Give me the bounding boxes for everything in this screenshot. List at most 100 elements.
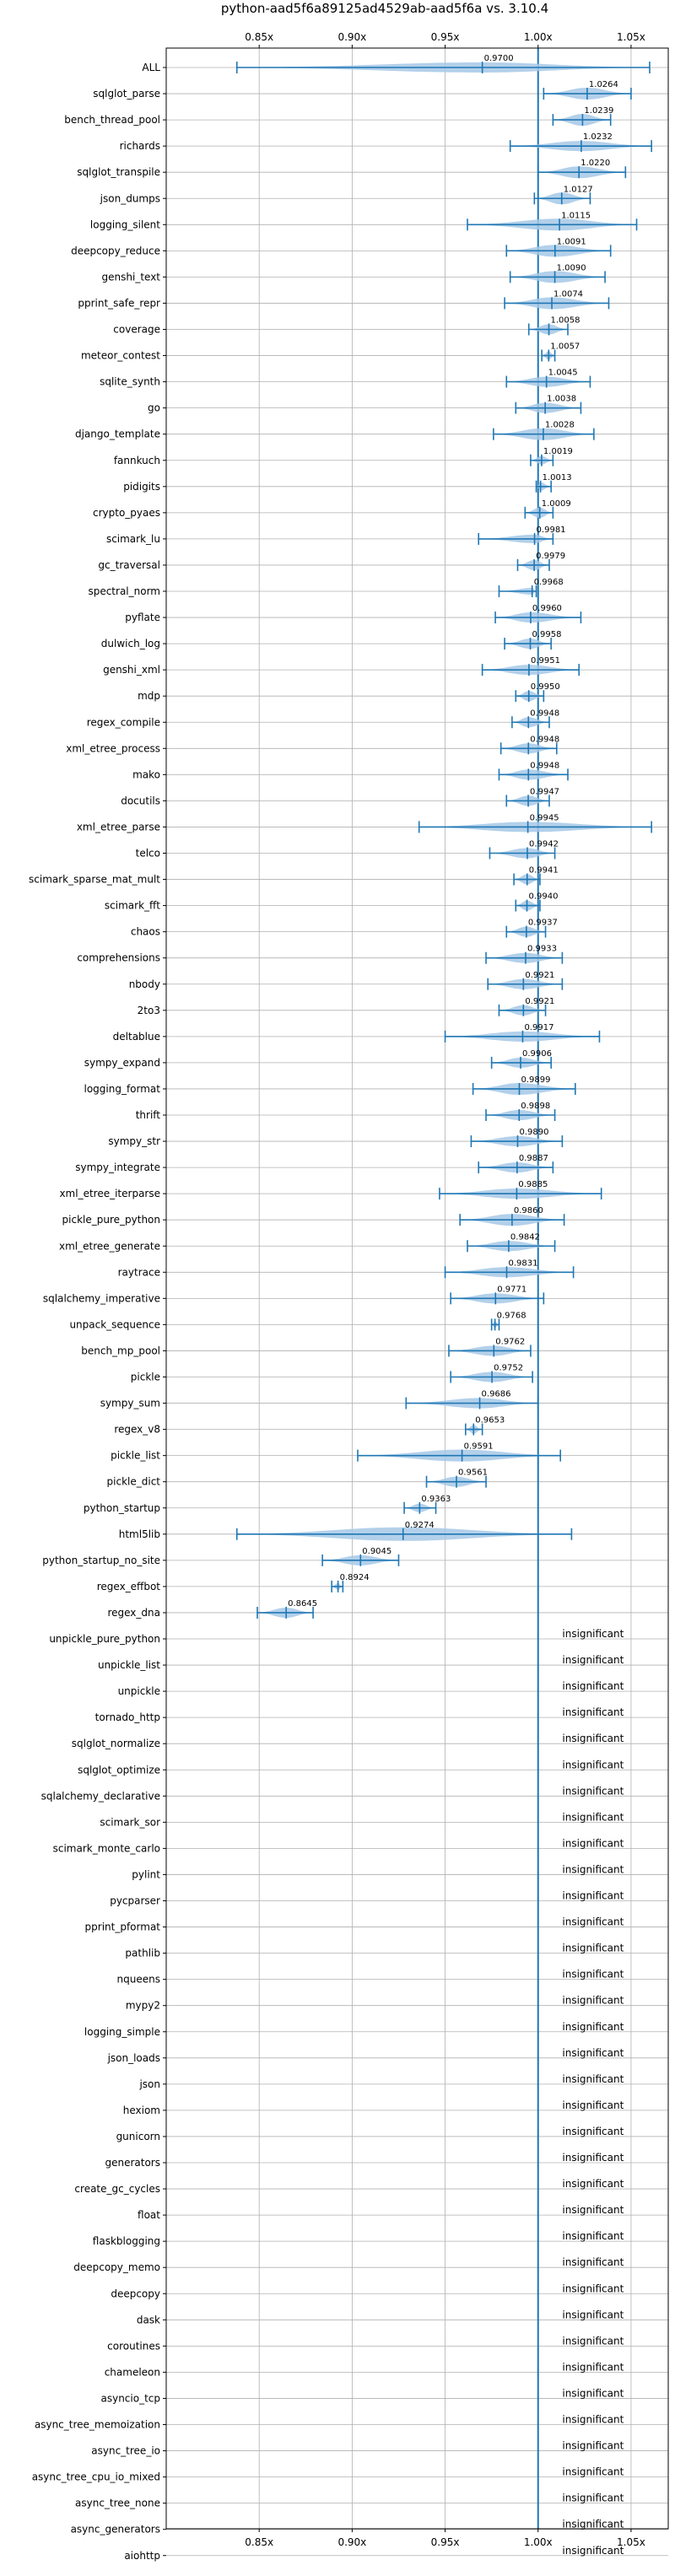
- benchmark-label: deltablue: [113, 1031, 160, 1043]
- insignificant-label: insignificant: [562, 1995, 624, 2007]
- median-value-label: 0.9591: [464, 1442, 494, 1452]
- insignificant-label: insignificant: [562, 2282, 624, 2294]
- benchmark-label: async_tree_none: [75, 2498, 160, 2509]
- benchmark-label: regex_compile: [87, 716, 160, 728]
- x-tick-label-top: 0.90x: [338, 31, 366, 43]
- benchmark-label: pyflate: [125, 612, 160, 623]
- benchmark-label: bench_mp_pool: [81, 1345, 160, 1356]
- insignificant-label: insignificant: [562, 2178, 624, 2190]
- benchmark-label: gunicorn: [116, 2131, 160, 2142]
- insignificant-label: insignificant: [562, 1733, 624, 1744]
- benchmark-label: async_tree_cpu_io_mixed: [32, 2471, 160, 2483]
- benchmark-label: chameleon: [105, 2366, 160, 2378]
- benchmark-label: sqlglot_normalize: [72, 1738, 160, 1749]
- benchmark-label: comprehensions: [77, 952, 160, 964]
- benchmark-label: mypy2: [126, 2000, 160, 2012]
- benchmark-label: unpickle_list: [98, 1659, 160, 1671]
- benchmark-label: spectral_norm: [88, 585, 160, 597]
- insignificant-label: insignificant: [562, 1654, 624, 1666]
- benchmark-label: scimark_lu: [106, 533, 160, 545]
- benchmark-label: chaos: [131, 926, 160, 938]
- benchmark-label: raytrace: [118, 1266, 160, 1278]
- median-value-label: 0.9979: [536, 552, 565, 561]
- benchmark-label: telco: [136, 848, 160, 860]
- benchmark-label: ALL: [142, 62, 160, 73]
- benchmark-label: python_startup_no_site: [42, 1555, 160, 1566]
- benchmark-label: pylint: [132, 1868, 160, 1880]
- x-tick-label-top: 1.00x: [524, 31, 553, 43]
- median-value-label: 1.0058: [551, 316, 580, 326]
- benchmark-label: generators: [105, 2157, 160, 2169]
- benchmark-label: sqlalchemy_imperative: [43, 1292, 160, 1304]
- benchmark-label: python_startup: [84, 1502, 160, 1514]
- median-value-label: 1.0074: [554, 289, 583, 299]
- median-value-label: 0.9950: [531, 682, 560, 692]
- median-value-label: 0.8645: [288, 1599, 317, 1609]
- benchmark-label: pprint_pformat: [85, 1921, 161, 1933]
- benchmark-label: scimark_monte_carlo: [53, 1842, 160, 1854]
- benchmark-label: sqlglot_parse: [93, 88, 160, 100]
- benchmark-label: crypto_pyaes: [93, 507, 160, 519]
- insignificant-label: insignificant: [562, 2152, 624, 2164]
- insignificant-label: insignificant: [562, 2335, 624, 2347]
- benchmark-label: sqlglot_optimize: [78, 1764, 160, 1776]
- benchmark-label: regex_v8: [114, 1424, 160, 1436]
- benchmark-label: sqlglot_transpile: [77, 166, 160, 178]
- axis-layer: 0.85x 0.85x 0.90x 0.90x 0.95x 0.95x 1.00x 1.00x…: [29, 31, 669, 2562]
- insignificant-label: insignificant: [562, 1628, 624, 1640]
- median-value-label: 1.0232: [583, 132, 613, 142]
- benchmark-label: genshi_text: [102, 271, 161, 283]
- median-value-label: 1.0013: [543, 473, 572, 482]
- x-tick-label-bottom: 1.05x: [617, 2536, 645, 2548]
- median-value-label: 0.9917: [524, 1023, 554, 1032]
- insignificant-label: insignificant: [562, 1969, 624, 1981]
- median-value-label: 0.9958: [532, 630, 561, 639]
- median-value-label: 0.9274: [405, 1521, 435, 1530]
- benchmark-label: json: [138, 2078, 160, 2090]
- median-value-label: 0.9768: [497, 1311, 526, 1320]
- median-value-label: 0.9700: [484, 54, 514, 63]
- benchmark-label: scimark_sor: [100, 1816, 160, 1828]
- benchmark-label: unpickle: [118, 1685, 160, 1697]
- median-value-label: 0.9947: [530, 787, 559, 796]
- insignificant-label: insignificant: [562, 2126, 624, 2137]
- insignificant-label: insignificant: [562, 2492, 624, 2504]
- benchmark-label: aiohttp: [124, 2550, 160, 2562]
- median-value-label: 0.9045: [362, 1547, 392, 1556]
- benchmark-label: html5lib: [119, 1528, 160, 1540]
- median-value-label: 0.9921: [525, 971, 554, 980]
- median-value-label: 0.9890: [520, 1128, 549, 1137]
- benchmark-label: pathlib: [125, 1948, 160, 1959]
- benchmark-label: meteor_contest: [81, 350, 160, 362]
- insignificant-label: insignificant: [562, 2545, 624, 2557]
- median-value-label: 0.9561: [458, 1469, 488, 1478]
- benchmark-label: json_loads: [107, 2052, 160, 2064]
- median-value-label: 0.9885: [518, 1180, 548, 1189]
- benchmark-label: async_generators: [71, 2524, 160, 2536]
- median-value-label: 0.9686: [482, 1390, 511, 1399]
- median-value-label: 1.0127: [564, 185, 593, 194]
- median-value-label: 1.0220: [580, 159, 610, 168]
- median-value-label: 0.9948: [530, 761, 559, 770]
- benchmark-label: create_gc_cycles: [74, 2183, 160, 2195]
- insignificant-label: insignificant: [562, 2256, 624, 2268]
- benchmark-label: nqueens: [117, 1974, 160, 1986]
- benchmark-label: thrift: [136, 1109, 161, 1121]
- insignificant-label: insignificant: [562, 2204, 624, 2216]
- insignificant-label: insignificant: [562, 2073, 624, 2085]
- benchmark-label: json_dumps: [100, 192, 160, 204]
- benchmark-label: logging_simple: [84, 2026, 160, 2038]
- insignificant-label: insignificant: [562, 2230, 624, 2242]
- benchmark-label: pprint_safe_repr: [78, 297, 160, 309]
- median-value-label: 1.0115: [561, 211, 591, 220]
- benchmark-label: logging_format: [84, 1083, 160, 1095]
- benchmark-label: genshi_xml: [103, 664, 160, 676]
- median-value-label: 1.0057: [550, 342, 580, 352]
- median-value-label: 0.9906: [522, 1049, 552, 1059]
- insignificant-label: insignificant: [562, 1680, 624, 1692]
- x-tick-label-top: 0.85x: [245, 31, 273, 43]
- benchmark-label: float: [138, 2209, 160, 2221]
- insignificant-label: insignificant: [562, 1811, 624, 1823]
- benchmark-label: deepcopy_memo: [73, 2261, 160, 2273]
